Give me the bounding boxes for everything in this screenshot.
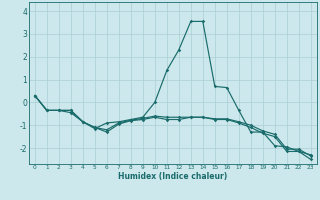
X-axis label: Humidex (Indice chaleur): Humidex (Indice chaleur) [118, 172, 228, 181]
